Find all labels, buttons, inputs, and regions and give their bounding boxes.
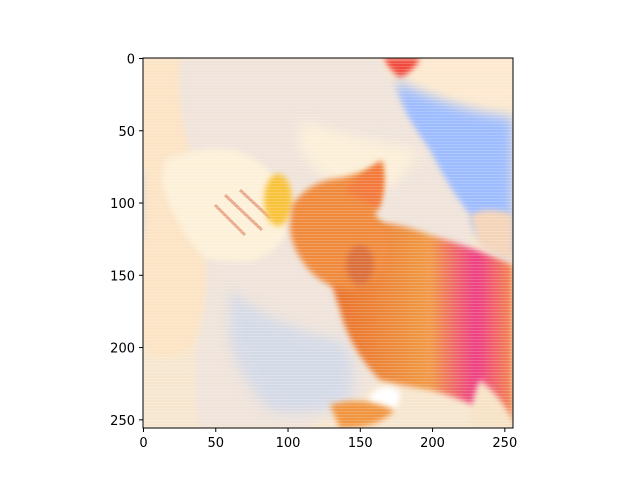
texture-overlay: [143, 58, 513, 428]
y-tick-label: 250: [110, 414, 135, 429]
x-tick-label: 100: [276, 436, 301, 451]
x-tick-label: 50: [207, 436, 224, 451]
y-axis-ticks: 0 50 100 150 200 250: [110, 53, 143, 429]
x-axis-ticks: 0 50 100 150 200 250: [139, 428, 517, 451]
y-tick-label: 100: [110, 197, 135, 212]
y-tick-label: 200: [110, 342, 135, 357]
y-tick-label: 50: [118, 125, 135, 140]
y-tick-label: 0: [127, 53, 135, 68]
axes-frame: [142, 57, 514, 429]
y-tick-label: 150: [110, 269, 135, 284]
x-tick-label: 150: [348, 436, 373, 451]
x-tick-label: 200: [420, 436, 445, 451]
image-area: [143, 58, 513, 428]
x-tick-label: 250: [492, 436, 517, 451]
x-tick-label: 0: [139, 436, 147, 451]
